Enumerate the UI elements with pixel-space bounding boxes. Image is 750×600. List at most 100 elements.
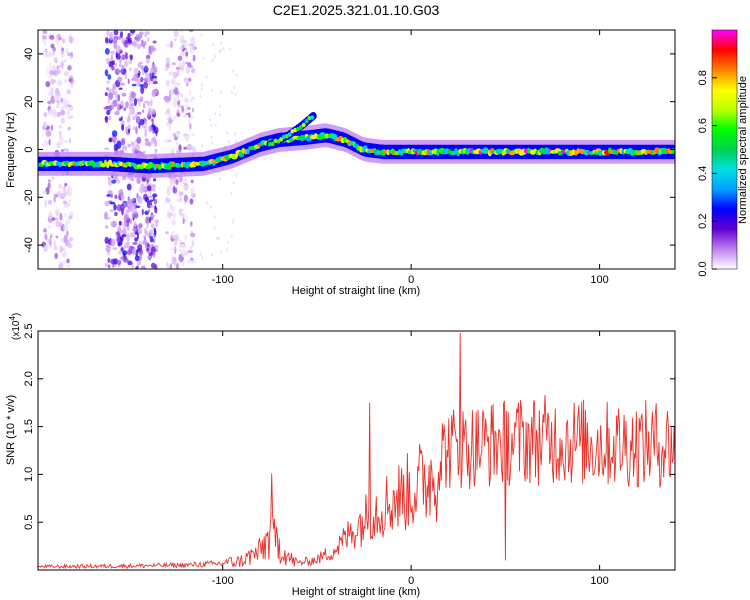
noise-speckle [183, 146, 188, 150]
noise-speckle [43, 48, 47, 52]
noise-speckle [49, 34, 55, 40]
noise-speckle [55, 235, 59, 239]
noise-speckle [61, 260, 66, 265]
x-tick-label: 0 [408, 575, 414, 587]
noise-speckle [185, 51, 189, 57]
noise-speckle [230, 91, 233, 95]
noise-speckle [175, 94, 180, 103]
noise-speckle [171, 231, 176, 239]
noise-speckle [202, 56, 205, 60]
noise-speckle [60, 149, 65, 152]
noise-speckle [108, 88, 113, 93]
noise-speckle [64, 183, 68, 186]
noise-speckle [154, 205, 157, 210]
noise-speckle [114, 90, 118, 99]
noise-speckle [178, 47, 181, 51]
noise-speckle [164, 111, 168, 116]
noise-speckle [188, 89, 192, 96]
snr-panel: -100 0 100 0.5 1.0 1.5 2.0 2.5 Height of strai… [5, 313, 676, 598]
noise-speckle [124, 242, 128, 249]
noise-speckle [152, 89, 158, 94]
noise-speckle [116, 140, 122, 149]
noise-speckle [219, 104, 222, 108]
noise-speckle [150, 262, 156, 269]
noise-speckle [126, 232, 130, 242]
noise-speckle [123, 39, 129, 48]
noise-speckle [48, 211, 53, 220]
noise-speckle [149, 237, 154, 243]
noise-speckle [65, 47, 69, 54]
noise-speckle [111, 134, 117, 143]
noise-speckle [106, 109, 111, 116]
noise-speckle [146, 37, 150, 43]
noise-speckle [173, 38, 177, 42]
noise-speckle [117, 94, 121, 102]
noise-speckle [230, 235, 233, 239]
noise-speckle [44, 233, 48, 241]
noise-speckle [154, 139, 158, 147]
secondary-ridge-point [304, 119, 309, 124]
noise-speckle [129, 67, 132, 72]
noise-speckle [134, 113, 138, 118]
noise-speckle [143, 43, 146, 49]
noise-speckle [52, 79, 57, 84]
noise-speckle [138, 31, 144, 36]
noise-speckle [53, 93, 59, 101]
noise-speckle [47, 108, 53, 116]
noise-speckle [66, 258, 70, 264]
noise-speckle [110, 238, 116, 247]
ridge-point [246, 148, 250, 155]
x-tick-label: -100 [212, 274, 234, 286]
noise-speckle [44, 199, 47, 208]
noise-speckle [107, 177, 113, 186]
noise-speckle [186, 198, 190, 205]
x-tick-label: 100 [590, 274, 608, 286]
noise-speckle [191, 68, 196, 74]
noise-speckles [41, 30, 238, 269]
noise-speckle [62, 250, 67, 257]
noise-speckle [114, 37, 117, 46]
noise-speckle [138, 99, 141, 108]
noise-speckle [49, 87, 54, 95]
noise-speckle [130, 91, 136, 99]
noise-speckle [175, 141, 179, 146]
noise-speckle [181, 213, 185, 219]
noise-speckle [60, 117, 65, 125]
noise-speckle [51, 64, 56, 72]
noise-speckle [176, 149, 182, 154]
noise-speckle [133, 67, 139, 75]
noise-speckle [177, 104, 183, 108]
noise-speckle [150, 214, 156, 218]
noise-speckle [189, 43, 193, 49]
noise-speckle [136, 136, 142, 144]
noise-speckle [176, 112, 181, 117]
noise-speckle [179, 192, 182, 202]
noise-speckle [106, 216, 111, 220]
noise-speckle [49, 61, 52, 70]
noise-speckle [132, 39, 138, 48]
noise-speckle [180, 249, 186, 258]
noise-speckle [42, 30, 48, 34]
noise-speckle [115, 178, 119, 182]
noise-speckle [106, 194, 111, 197]
noise-speckle [149, 199, 154, 202]
noise-speckle [166, 261, 169, 268]
noise-speckle [42, 34, 47, 40]
noise-speckle [114, 194, 118, 200]
noise-speckle [62, 200, 67, 205]
noise-speckle [127, 78, 130, 85]
y-tick-label: -20 [23, 189, 35, 205]
noise-speckle [52, 240, 57, 246]
noise-speckle [115, 53, 121, 60]
secondary-ridge-point [301, 122, 306, 128]
noise-speckle [178, 61, 184, 67]
noise-speckle [199, 94, 202, 98]
noise-speckle [50, 43, 55, 49]
y-tick-label: 1.5 [23, 419, 35, 434]
noise-speckle [176, 65, 180, 74]
noise-speckle [214, 112, 217, 116]
noise-speckle [199, 252, 202, 256]
noise-speckle [190, 36, 196, 44]
noise-speckle [131, 248, 137, 255]
noise-speckle [70, 84, 74, 89]
